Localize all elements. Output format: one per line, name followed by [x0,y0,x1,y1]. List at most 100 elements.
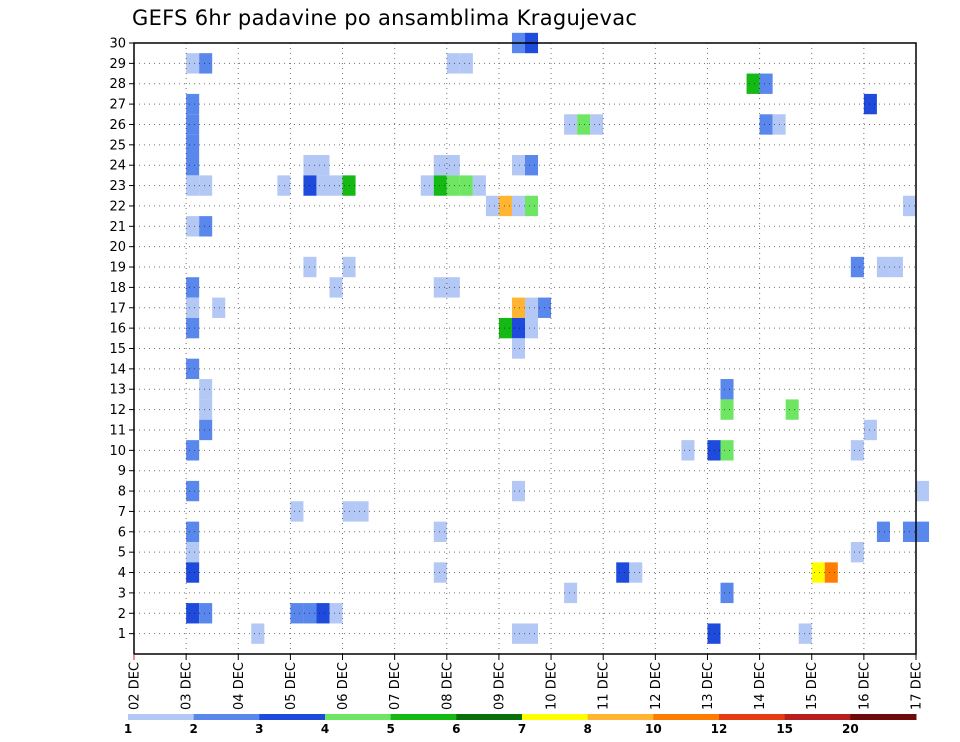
cell [511,155,525,176]
x-tick-label: 03 DEC [180,662,195,710]
legend-label: 3 [255,722,263,736]
y-tick-label: 30 [109,37,126,52]
cell [564,114,578,135]
cell [433,521,447,542]
cell [511,338,525,359]
cell [186,155,200,176]
legend-swatch [390,714,457,720]
cell [212,297,226,318]
y-tick-label: 10 [109,444,126,459]
cell [850,256,864,278]
cell [186,541,200,563]
legend-label: 8 [583,722,591,736]
cell [433,175,447,196]
cell [446,155,460,176]
y-tick-label: 17 [109,301,126,316]
cell [863,93,877,115]
cell [720,440,734,461]
x-tick-label: 17 DEC [910,662,925,710]
cell [824,562,838,583]
legend-colorbar: 1 2 3 4 5 6 7 8 10 12 15 20 [124,714,917,736]
cell [577,114,591,135]
cell [186,277,200,298]
legend-label: 20 [842,722,859,736]
cell [485,195,499,217]
y-tick-label: 14 [109,362,126,377]
y-tick-label: 23 [109,179,126,194]
legend-label: 7 [518,722,526,736]
cell [355,501,369,522]
cell [186,175,200,196]
x-tick-label: 10 DEC [545,662,560,710]
cell [590,114,604,135]
y-tick-label: 27 [109,98,126,113]
y-tick-label: 16 [109,322,126,337]
cell [916,521,930,542]
cell [511,623,525,644]
legend-swatch [325,714,392,720]
cell [433,562,447,583]
cell [459,175,473,196]
cell [785,399,799,420]
x-tick-label: 07 DEC [388,662,403,710]
cell [446,53,460,74]
legend-label: 2 [189,722,197,736]
y-tick-label: 2 [118,607,126,622]
cell [186,440,200,461]
cell [850,440,864,461]
y-tick-label: 15 [109,342,126,357]
cell [186,297,200,318]
cell [186,216,200,237]
y-tick-label: 6 [118,525,126,540]
cell [433,155,447,176]
y-tick-label: 8 [118,485,126,500]
legend-label: 12 [711,722,728,736]
legend-swatch [259,714,326,720]
x-tick-label: 13 DEC [701,662,716,710]
cell [746,73,760,94]
legend-label: 15 [776,722,793,736]
cell [511,480,525,502]
cell [186,134,200,156]
x-axis: 02 DEC 03 DEC 04 DEC 05 DEC 06 DEC 07 DEC 08 D… [128,654,925,710]
legend-label: 1 [124,722,132,736]
cell [511,195,525,217]
cell [681,440,695,461]
legend-swatch [653,714,720,720]
cell [446,175,460,196]
legend-label: 5 [386,722,394,736]
cell [863,419,877,441]
cell [759,73,773,94]
x-tick-label: 05 DEC [284,662,299,710]
cell [525,297,539,318]
legend-label: 10 [645,722,662,736]
cell [916,480,930,502]
legend-swatch [193,714,260,720]
legend-swatch [522,714,589,720]
cell [525,155,539,176]
grid-lines [134,42,916,654]
cell [199,175,213,196]
cell [433,277,447,298]
legend-swatch [784,714,851,720]
cell [277,175,291,196]
cell [186,53,200,74]
y-tick-label: 7 [118,505,126,520]
cell [316,175,330,196]
cell [525,317,539,339]
y-tick-label: 28 [109,77,126,92]
cell [186,317,200,339]
cell [459,53,473,74]
cell [498,195,512,217]
y-tick-label: 13 [109,383,126,398]
cell [564,582,578,604]
x-tick-label: 09 DEC [492,662,507,710]
cell [511,317,525,339]
y-tick-label: 4 [118,566,126,581]
y-tick-label: 12 [109,403,126,418]
y-tick-label: 11 [109,423,126,438]
cell [186,480,200,502]
cell [629,562,643,583]
y-tick-label: 18 [109,281,126,296]
